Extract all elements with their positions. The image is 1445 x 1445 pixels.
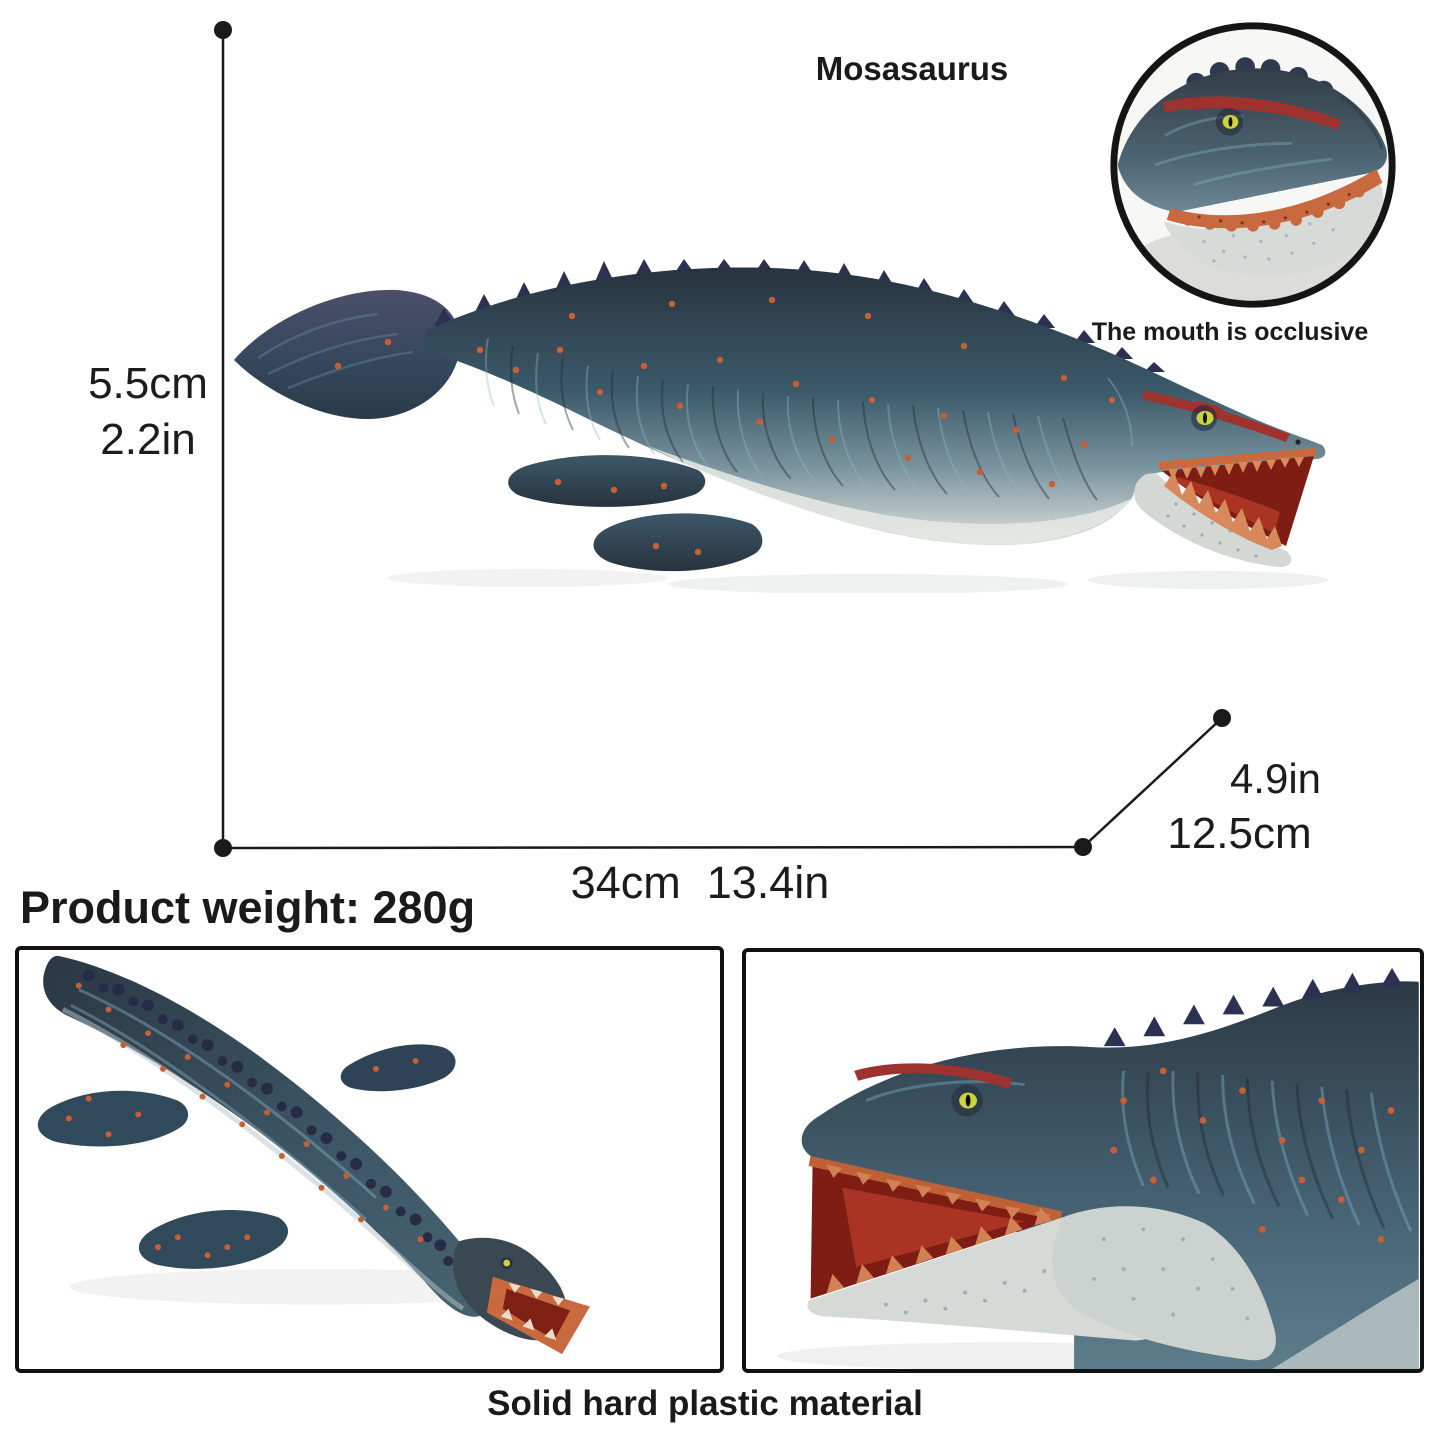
spine-scales <box>82 969 467 1275</box>
height-in: 2.2in <box>100 415 196 465</box>
photo-head-closeup <box>747 952 1419 1369</box>
open-mouth <box>807 1156 1159 1341</box>
body <box>423 267 1326 546</box>
product-title: Mosasaurus <box>815 50 1009 87</box>
mouth-closed-inset-photo <box>1110 22 1396 308</box>
red-stripe <box>854 1063 1013 1089</box>
orange-spots <box>65 982 424 1259</box>
dorsal-spikes <box>1103 967 1403 1047</box>
height-cm: 5.5cm <box>88 359 208 408</box>
head <box>453 1237 590 1355</box>
body <box>43 955 489 1317</box>
front-flipper <box>593 513 763 572</box>
inset-circle-border <box>1110 22 1396 308</box>
length-dimension-label: 34cm 13.4in <box>400 854 1000 912</box>
product-weight-label: Product weight: 280g <box>20 882 476 933</box>
depth-cm-label: 12.5cm <box>1167 809 1312 858</box>
eye <box>1196 411 1214 425</box>
tail-fin <box>234 289 461 420</box>
left-flipper-1 <box>37 1090 189 1147</box>
photo-top-view <box>19 950 720 1369</box>
nostril <box>1295 439 1301 445</box>
orange-spots <box>334 296 1116 494</box>
orange-spots <box>1110 1067 1395 1243</box>
chest <box>1052 1206 1276 1361</box>
photo-frame-head-closeup <box>742 948 1424 1373</box>
main-product-photo <box>234 259 1328 593</box>
left-flipper-2 <box>138 1209 289 1269</box>
head-open-mouth <box>1134 390 1317 568</box>
height-dimension-label: 5.5cm 2.2in <box>48 356 248 469</box>
eye <box>959 1092 978 1109</box>
length-in: 13.4in <box>706 857 830 908</box>
head-and-body <box>801 981 1419 1369</box>
belly <box>1272 1278 1419 1369</box>
photo-frame-top-view <box>15 946 724 1373</box>
dorsal-spikes <box>434 259 1165 372</box>
depth-in-label: 4.9in <box>1229 755 1322 802</box>
rear-flipper <box>508 455 706 507</box>
inset-caption: The mouth is occlusive <box>1091 318 1369 346</box>
length-cm: 34cm <box>570 857 681 908</box>
far-flipper <box>340 1044 456 1092</box>
material-caption: Solid hard plastic material <box>487 1384 923 1423</box>
belly-highlight <box>648 446 1133 545</box>
